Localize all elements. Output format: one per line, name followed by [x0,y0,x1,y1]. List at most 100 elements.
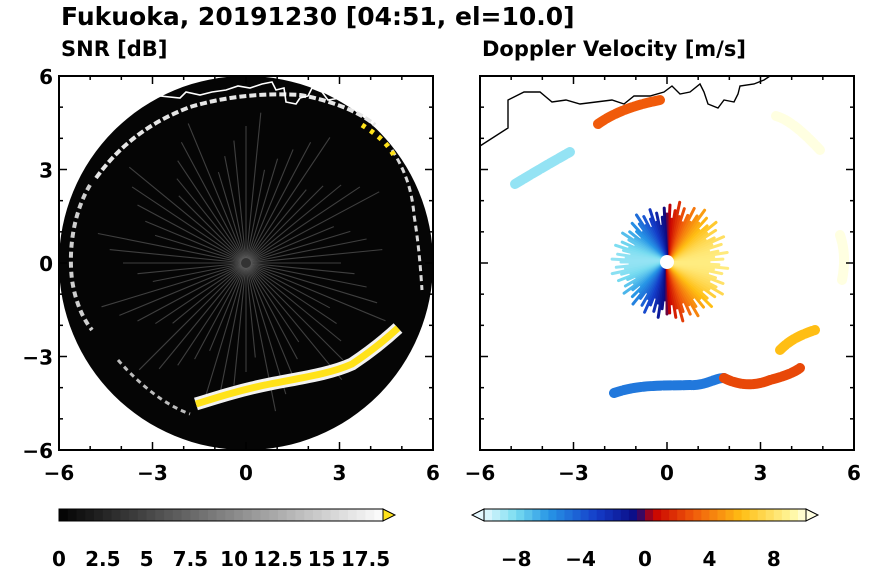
snr-colorbar-bin [347,509,358,521]
snr-spoke [245,141,312,264]
velocity-colorbar-bin [492,509,501,521]
velocity-echo-band-5 [771,111,825,155]
snr-spoke [245,262,386,322]
velocity-colorbar-extend-max [805,508,820,522]
snr-spoke [245,262,298,360]
snr-colorbar-bin [129,509,139,521]
snr-colorbar-bin [190,509,200,521]
velocity-streak [665,260,721,267]
velocity-colorbar-bin [564,509,574,521]
snr-colorbar-bin [111,509,121,521]
snr-spoke [245,262,342,342]
velocity-colorbar-bin [620,509,630,521]
velocity-echo-band-1 [719,363,805,390]
snr-spoke [245,262,337,325]
velocity-colorbar-bin [741,509,751,521]
y-tick-label: 6 [39,65,53,89]
snr-spoke [155,262,247,325]
snr-spoke [245,149,294,264]
velocity-colorbar-bin [765,509,775,521]
snr-spoke [176,178,247,264]
snr-colorbar-bin [172,509,183,521]
snr-panel: −6 −3 0 3 6 6 3 0 −3 −6 [22,65,440,485]
snr-spoke [245,186,361,264]
snr-colorbar-extend-max [382,508,397,522]
snr-colorbar-frame [58,508,384,522]
snr-colorbar-bin [225,509,235,521]
y-tick-label: 0 [39,252,53,276]
snr-spoke [245,262,343,381]
snr-colorbar-bin [286,509,297,521]
velocity-colorbar-bin [572,509,582,521]
velocity-colorbar-bin [628,509,638,521]
snr-spoke [233,140,247,264]
velocity-colorbar-bin [693,509,702,521]
velocity-colorbar-bin [532,509,541,521]
velocity-colorbar-bin [749,509,759,521]
snr-colorbar-tick-label: 17.5 [341,547,390,570]
velocity-colorbar-bin [556,509,566,521]
snr-spoke [97,232,247,264]
velocity-colorbar-bin [548,509,558,521]
snr-southwest-clutter-band [116,359,191,416]
snr-colorbar-bin [260,509,270,521]
snr-colorbar-bin [356,509,367,521]
snr-spoke [217,171,247,264]
snr-axis-ticks: −6 −3 0 3 6 6 3 0 −3 −6 [22,65,440,485]
snr-colorbar-bin [312,509,323,521]
snr-colorbar-bin [199,509,209,521]
snr-colorbar: 0 2.5 5 7.5 10 12.5 15 17.5 [52,508,397,570]
snr-spoke [194,262,247,360]
snr-spoke [218,262,247,398]
snr-spoke [245,262,367,288]
snr-colorbar-bin [339,509,349,521]
velocity-radar-center [660,255,674,269]
velocity-axis-ticks: −6 −3 0 3 6 [465,75,861,485]
velocity-echo-band-2 [775,325,820,355]
velocity-colorbar-bin [516,509,525,521]
snr-spoke [245,262,331,309]
snr-colorbar-bin [242,509,253,521]
velocity-colorbar-tick-label: −4 [565,547,596,570]
velocity-echo-bands [510,95,850,398]
snr-spoke [201,262,247,408]
snr-spoke [119,262,247,316]
snr-colorbar-bin [251,509,262,521]
snr-spoke [178,195,247,264]
snr-spoke [152,262,247,283]
velocity-colorbar-bin [645,509,654,521]
snr-colorbar-tick-label: 2.5 [85,547,120,570]
snr-east-clutter-band [390,149,424,291]
snr-spoke [245,191,380,264]
snr-spoke [233,262,247,386]
snr-spoke [177,160,247,264]
velocity-colorbar-bin [701,509,710,521]
velocity-echo-band-6 [835,230,850,285]
snr-spoke [245,226,335,264]
snr-panel-title: SNR [dB] [61,37,167,61]
x-tick-label: 0 [239,461,253,485]
snr-colorbar-bin [330,509,340,521]
snr-colorbar-bin [234,509,244,521]
snr-colorbar-tick-label: 15 [308,547,336,570]
velocity-coastline [480,76,771,147]
snr-spoke [245,262,300,343]
snr-spoke [177,262,247,366]
snr-colorbar-bin [155,509,165,521]
snr-spoke [187,123,247,264]
snr-spoke [245,262,256,358]
velocity-colorbar-bin [653,509,662,521]
velocity-echo-band-3 [593,95,665,129]
velocity-panel-title: Doppler Velocity [m/s] [482,37,746,61]
x-tick-label: 6 [847,461,861,485]
velocity-colorbar-bin [540,509,549,521]
snr-colorbar-tick-label: 0 [52,547,66,570]
velocity-colorbar-extend-min [470,508,485,522]
snr-spoke [101,262,247,308]
velocity-panel: −6 −3 0 3 6 [465,75,861,485]
snr-spoke [245,137,331,264]
snr-spoke [109,249,247,264]
snr-colorbar-bin [269,509,279,521]
velocity-colorbar-bin [524,509,533,521]
